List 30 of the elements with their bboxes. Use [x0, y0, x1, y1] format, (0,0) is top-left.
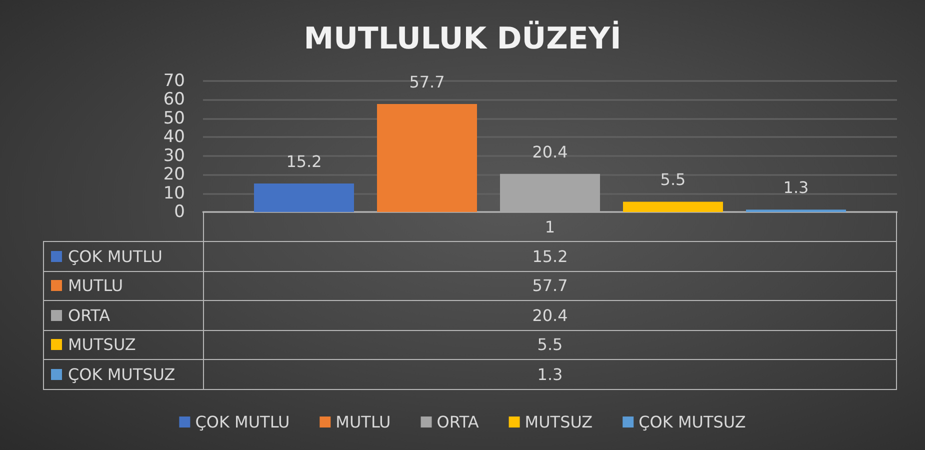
- chart-title: MUTLULUK DÜZEYİ: [304, 20, 622, 56]
- text: 1.3: [537, 364, 563, 384]
- text: ÇOK MUTLU: [195, 412, 290, 432]
- data-label: 15.2: [286, 152, 322, 172]
- y-tick-label: 50: [163, 108, 185, 128]
- y-tick-label: 0: [174, 202, 185, 222]
- data-label: 20.4: [532, 142, 568, 162]
- text: 15.2: [532, 246, 568, 266]
- legend-label: ORTA: [436, 412, 479, 432]
- x-tick-label: 1: [544, 218, 556, 236]
- text: ÇOK MUTSUZ: [68, 364, 176, 384]
- text: 57.7: [532, 276, 568, 296]
- y-tick-label: 10: [163, 183, 185, 204]
- y-tick-label: 40: [163, 127, 185, 148]
- text: 20.4: [532, 306, 568, 325]
- text: ORTA: [68, 306, 110, 325]
- y-tick-label: 70: [163, 71, 185, 91]
- data-label: 57.7: [409, 72, 445, 92]
- y-tick-label: 30: [163, 146, 185, 166]
- y-tick-label: 20: [163, 164, 185, 185]
- y-tick-label: 60: [163, 90, 185, 110]
- legend-label: ÇOK MUTLU: [68, 246, 162, 266]
- text: 5.5: [537, 335, 563, 354]
- legend-label: MUTSUZ: [524, 412, 593, 432]
- text: MUTLU: [68, 276, 124, 296]
- legend-label: MUTLU: [336, 412, 391, 432]
- text: MUTSUZ: [68, 335, 136, 354]
- data-label: 1.3: [783, 178, 809, 198]
- data-label: 5.5: [660, 170, 686, 190]
- legend-label: ÇOK MUTSUZ: [638, 412, 746, 432]
